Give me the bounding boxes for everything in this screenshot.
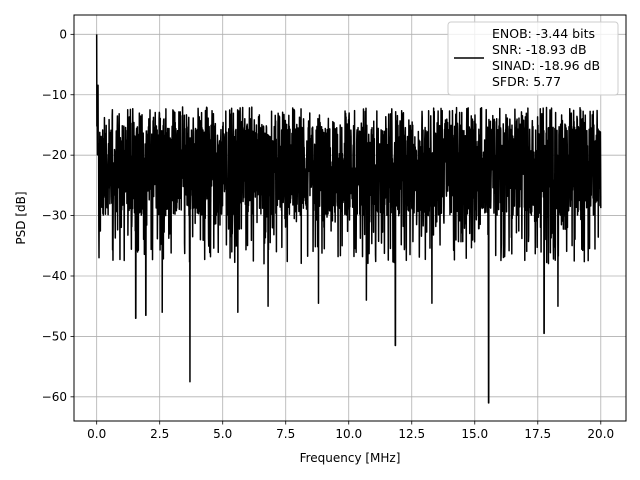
x-axis-label: Frequency [MHz]	[300, 451, 401, 465]
x-tick-label: 10.0	[335, 427, 362, 441]
x-tick-label: 0.0	[87, 427, 106, 441]
x-tick-label: 15.0	[461, 427, 488, 441]
x-tick-label: 5.0	[213, 427, 232, 441]
y-tick-label: −50	[42, 329, 67, 343]
plot-frame	[73, 14, 627, 422]
x-tick-label: 20.0	[587, 427, 614, 441]
y-tick-label: −30	[42, 209, 67, 223]
y-tick-label: −10	[42, 88, 67, 102]
y-tick-label: 0	[59, 27, 67, 41]
y-axis-label: PSD [dB]	[14, 191, 28, 244]
plot-area	[95, 34, 602, 404]
x-tick-label: 2.5	[150, 427, 169, 441]
legend-box	[447, 21, 619, 96]
legend-snr: SNR: -18.93 dB	[492, 42, 587, 57]
x-tick-label: 17.5	[524, 427, 551, 441]
x-tick-label: 7.5	[276, 427, 295, 441]
psd-series-line	[95, 34, 602, 404]
y-tick-label: −60	[42, 390, 67, 404]
y-axis-ticks: 0 −10 −20 −30 −40 −50 −60	[42, 27, 74, 404]
legend: ENOB: -3.44 bits SNR: -18.93 dB SINAD: -…	[447, 21, 619, 96]
x-axis-ticks: 0.0 2.5 5.0 7.5 10.0 12.5 15.0 17.5 20.0	[87, 421, 614, 441]
x-tick-label: 12.5	[398, 427, 425, 441]
legend-enob: ENOB: -3.44 bits	[492, 26, 595, 41]
legend-sinad: SINAD: -18.96 dB	[492, 58, 600, 73]
y-tick-label: −20	[42, 148, 67, 162]
legend-sfdr: SFDR: 5.77	[492, 74, 561, 89]
y-tick-label: −40	[42, 269, 67, 283]
